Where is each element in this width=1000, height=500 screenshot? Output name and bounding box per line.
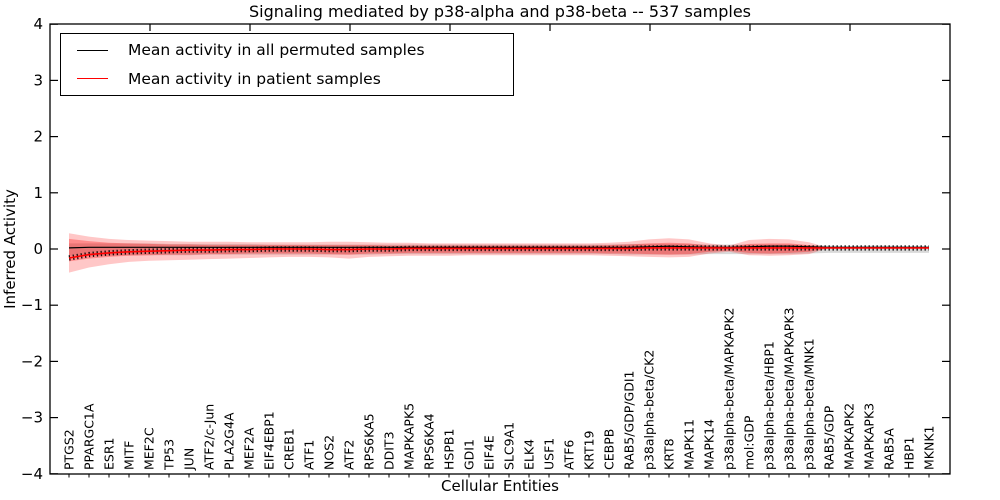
axes-spines-ticks (49, 23, 951, 478)
x-tick-label: CREB1 (282, 428, 297, 470)
x-tick-label: HBP1 (902, 437, 917, 470)
x-tick-label: mol:GDP (742, 415, 757, 470)
x-tick-label: CEBPB (602, 429, 617, 470)
x-tick-label: RAB5A (882, 428, 897, 470)
patient-outer-band (69, 233, 849, 273)
x-tick-label: EIF4EBP1 (262, 411, 277, 470)
x-tick-label: RAB5/GDP/GDI1 (622, 371, 637, 470)
x-tick-label: ATF2/c-Jun (202, 404, 217, 470)
y-tick-label: −3 (21, 409, 43, 427)
patient-inner-band (69, 238, 849, 262)
x-tick-label: MAPKAPK2 (842, 403, 857, 470)
x-tick-label: ELK4 (522, 439, 537, 470)
x-tick-label: p38alpha-beta/HBP1 (762, 341, 777, 470)
y-axis-label: Inferred Activity (1, 189, 19, 309)
legend-item-patient: Mean activity in patient samples (77, 67, 513, 91)
y-tick-label: 1 (33, 184, 43, 202)
x-tick-label: USF1 (542, 438, 557, 470)
chart-title: Signaling mediated by p38-alpha and p38-… (248, 2, 751, 21)
x-tick-label: NOS2 (322, 435, 337, 470)
x-tick-label: HSPB1 (442, 429, 457, 470)
x-axis-label: Cellular Entities (441, 477, 559, 495)
x-tick-label: RPS6KA5 (362, 413, 377, 470)
x-tick-label: MAPK14 (702, 419, 717, 470)
y-tick-label: 0 (33, 240, 43, 258)
legend-label-permuted: Mean activity in all permuted samples (128, 41, 425, 60)
y-tick-label: 2 (33, 128, 43, 146)
legend: Mean activity in all permuted samples Me… (60, 33, 514, 96)
x-tick-labels: PTGS2 PPARGC1A ESR1 MITF MEF2C TP53 JUN ATF2/c-… (62, 308, 937, 472)
legend-item-permuted: Mean activity in all permuted samples (77, 38, 513, 62)
x-tick-label: MAPKAPK3 (862, 403, 877, 470)
permuted-std-band (69, 243, 929, 256)
y-tick-labels: −4 −3 −2 −1 0 1 2 3 4 (21, 15, 43, 483)
permuted-mean-line (68, 245, 929, 249)
legend-label-patient: Mean activity in patient samples (128, 69, 381, 88)
patient-mean-line (68, 247, 929, 259)
x-tick-label: MEF2C (142, 427, 157, 470)
x-tick-label: EIF4E (482, 435, 497, 470)
x-tick-label: MKNK1 (922, 426, 937, 470)
x-tick-label: RPS6KA4 (422, 413, 437, 470)
x-tick-label: p38alpha-beta/CK2 (642, 350, 657, 470)
x-tick-label: ATF2 (342, 440, 357, 470)
x-tick-label: MITF (122, 441, 137, 470)
y-tick-label: 3 (33, 71, 43, 89)
confidence-bands (69, 233, 929, 273)
x-tick-label: ATF6 (562, 440, 577, 470)
y-tick-label: −4 (21, 465, 43, 483)
x-tick-label: TP53 (162, 439, 177, 471)
x-tick-label: ATF1 (302, 440, 317, 470)
x-tick-label: PLA2G4A (222, 412, 237, 470)
x-tick-label: DDIT3 (382, 431, 397, 470)
x-tick-label: p38alpha-beta/MAPKAPK3 (782, 308, 797, 471)
x-tick-label: MAPK11 (682, 419, 697, 470)
x-tick-label: SLC9A1 (502, 422, 517, 470)
y-tick-label: 4 (33, 15, 43, 33)
x-tick-label: KRT8 (662, 438, 677, 470)
x-tick-label: PPARGC1A (82, 403, 97, 470)
x-tick-label: MEF2A (242, 427, 257, 470)
legend-line-red (77, 78, 108, 80)
x-tick-label: RAB5/GDP (822, 405, 837, 470)
x-tick-label: ESR1 (102, 438, 117, 470)
x-tick-label: GDI1 (462, 439, 477, 470)
y-tick-label: −1 (21, 296, 43, 314)
x-tick-label: p38alpha-beta/MNK1 (802, 338, 817, 470)
legend-line-black (77, 49, 108, 51)
y-tick-label: −2 (21, 352, 43, 370)
x-tick-label: MAPKAPK5 (402, 403, 417, 470)
data-lines (68, 245, 929, 261)
x-tick-label: KRT19 (582, 430, 597, 470)
x-tick-label: JUN (182, 448, 197, 471)
x-tick-label: p38alpha-beta/MAPKAPK2 (722, 308, 737, 471)
x-tick-label: PTGS2 (62, 429, 77, 470)
